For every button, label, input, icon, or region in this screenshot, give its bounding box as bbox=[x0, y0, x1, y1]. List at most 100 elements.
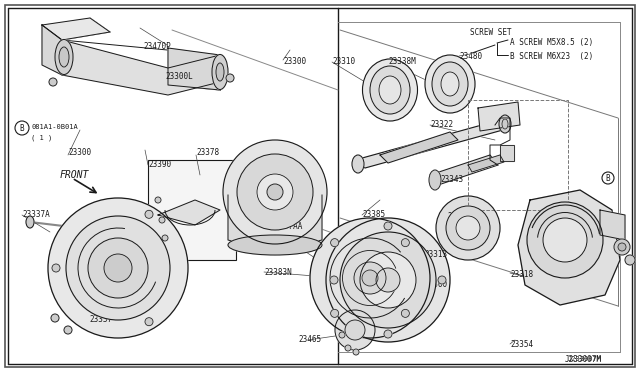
Circle shape bbox=[625, 255, 635, 265]
Polygon shape bbox=[355, 120, 510, 168]
Circle shape bbox=[326, 218, 450, 342]
Circle shape bbox=[436, 196, 500, 260]
Circle shape bbox=[49, 78, 57, 86]
Circle shape bbox=[362, 270, 378, 286]
Text: 23357: 23357 bbox=[554, 270, 577, 279]
Polygon shape bbox=[168, 48, 220, 90]
Text: 23465: 23465 bbox=[298, 335, 321, 344]
Circle shape bbox=[223, 140, 327, 244]
Text: 23318: 23318 bbox=[510, 270, 533, 279]
Text: 23302: 23302 bbox=[253, 172, 276, 181]
Polygon shape bbox=[62, 40, 220, 95]
Circle shape bbox=[330, 276, 338, 284]
Text: 23322: 23322 bbox=[430, 120, 453, 129]
Bar bbox=[148, 160, 236, 260]
Text: 23360: 23360 bbox=[424, 280, 447, 289]
Circle shape bbox=[310, 218, 430, 338]
Polygon shape bbox=[600, 210, 625, 240]
Circle shape bbox=[335, 310, 375, 350]
Circle shape bbox=[354, 262, 386, 294]
Text: B: B bbox=[20, 124, 24, 132]
Circle shape bbox=[353, 349, 359, 355]
Ellipse shape bbox=[502, 119, 508, 129]
Circle shape bbox=[145, 210, 153, 218]
Circle shape bbox=[339, 332, 345, 338]
Ellipse shape bbox=[212, 55, 228, 90]
Bar bbox=[500, 145, 514, 161]
Circle shape bbox=[446, 206, 490, 250]
Ellipse shape bbox=[228, 235, 322, 255]
Circle shape bbox=[401, 239, 410, 247]
Ellipse shape bbox=[55, 39, 73, 74]
Text: 23337A: 23337A bbox=[22, 210, 50, 219]
Text: J233007M: J233007M bbox=[565, 355, 602, 364]
Circle shape bbox=[456, 216, 480, 240]
Polygon shape bbox=[158, 200, 220, 225]
Circle shape bbox=[257, 174, 293, 210]
Text: ( 1 ): ( 1 ) bbox=[31, 134, 52, 141]
Polygon shape bbox=[468, 155, 504, 172]
Polygon shape bbox=[518, 190, 620, 305]
Circle shape bbox=[384, 330, 392, 338]
Text: 23313: 23313 bbox=[424, 250, 447, 259]
Circle shape bbox=[345, 320, 365, 340]
Circle shape bbox=[155, 197, 161, 203]
Text: 23354: 23354 bbox=[510, 340, 533, 349]
Circle shape bbox=[226, 74, 234, 82]
Text: 23383N: 23383N bbox=[264, 268, 292, 277]
Circle shape bbox=[438, 276, 446, 284]
Circle shape bbox=[345, 345, 351, 351]
Ellipse shape bbox=[429, 170, 441, 190]
Text: 081A1-0B01A: 081A1-0B01A bbox=[31, 124, 77, 130]
Text: J233007M: J233007M bbox=[568, 356, 602, 362]
Text: 23390: 23390 bbox=[148, 160, 171, 169]
Polygon shape bbox=[430, 155, 498, 185]
Ellipse shape bbox=[432, 62, 468, 106]
Text: 23312: 23312 bbox=[447, 212, 470, 221]
Ellipse shape bbox=[441, 72, 459, 96]
Text: 23310: 23310 bbox=[332, 57, 355, 66]
Text: 23337: 23337 bbox=[89, 315, 112, 324]
Polygon shape bbox=[228, 195, 322, 252]
Ellipse shape bbox=[26, 216, 34, 228]
Text: 23300L: 23300L bbox=[165, 72, 193, 81]
Text: 23470P: 23470P bbox=[143, 42, 171, 51]
Text: 23300: 23300 bbox=[283, 57, 306, 66]
Text: 23480: 23480 bbox=[459, 52, 482, 61]
Text: 23343: 23343 bbox=[440, 175, 463, 184]
Circle shape bbox=[376, 268, 400, 292]
Polygon shape bbox=[478, 102, 520, 131]
Circle shape bbox=[162, 235, 168, 241]
Text: SCREW SET: SCREW SET bbox=[470, 28, 511, 37]
Polygon shape bbox=[42, 25, 62, 75]
Polygon shape bbox=[380, 132, 458, 163]
Text: 23338M: 23338M bbox=[388, 57, 416, 66]
Circle shape bbox=[48, 198, 188, 338]
Ellipse shape bbox=[216, 63, 224, 81]
Text: B SCREW M6X23  (2): B SCREW M6X23 (2) bbox=[510, 52, 593, 61]
Circle shape bbox=[331, 239, 339, 247]
Circle shape bbox=[618, 243, 626, 251]
Ellipse shape bbox=[362, 59, 417, 121]
Bar bbox=[468, 100, 568, 210]
Circle shape bbox=[145, 318, 153, 326]
Circle shape bbox=[64, 326, 72, 334]
Text: 23378: 23378 bbox=[196, 148, 219, 157]
Circle shape bbox=[360, 252, 416, 308]
Text: 23338: 23338 bbox=[135, 248, 158, 257]
Circle shape bbox=[88, 238, 148, 298]
Circle shape bbox=[159, 217, 165, 223]
Text: 23337AA: 23337AA bbox=[270, 222, 302, 231]
Ellipse shape bbox=[370, 66, 410, 114]
Text: FRONT: FRONT bbox=[60, 170, 90, 180]
Circle shape bbox=[104, 254, 132, 282]
Circle shape bbox=[51, 314, 59, 322]
Ellipse shape bbox=[499, 115, 511, 133]
Ellipse shape bbox=[425, 55, 475, 113]
Ellipse shape bbox=[379, 76, 401, 104]
Circle shape bbox=[401, 310, 410, 317]
Circle shape bbox=[66, 216, 170, 320]
Circle shape bbox=[543, 218, 587, 262]
Circle shape bbox=[52, 264, 60, 272]
Polygon shape bbox=[42, 18, 110, 40]
